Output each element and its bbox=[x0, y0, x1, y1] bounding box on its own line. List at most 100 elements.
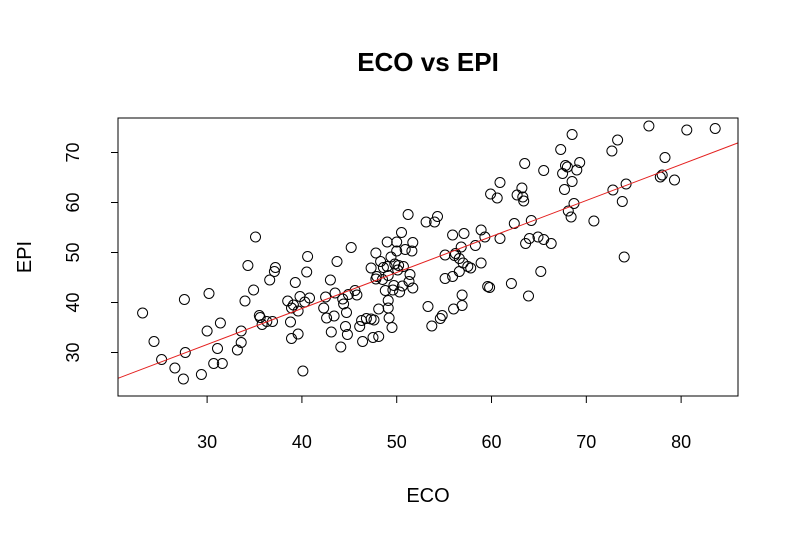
data-point bbox=[447, 229, 459, 241]
y-tick-label: 30 bbox=[63, 342, 83, 362]
data-point bbox=[386, 322, 398, 333]
data-point bbox=[555, 144, 567, 155]
data-point bbox=[373, 303, 385, 315]
data-point bbox=[357, 336, 369, 347]
data-point bbox=[354, 321, 366, 332]
y-tick-label: 40 bbox=[63, 292, 83, 312]
data-point bbox=[383, 312, 395, 324]
data-point bbox=[659, 152, 671, 163]
data-point bbox=[709, 123, 721, 134]
data-point bbox=[456, 300, 468, 311]
chart-title: ECO vs EPI bbox=[357, 47, 499, 77]
data-point bbox=[242, 260, 254, 271]
data-point bbox=[656, 169, 668, 181]
data-point bbox=[571, 164, 583, 176]
data-point bbox=[177, 373, 189, 385]
x-tick-label: 80 bbox=[671, 432, 691, 452]
data-point bbox=[382, 270, 394, 281]
data-point bbox=[432, 211, 443, 222]
data-point bbox=[394, 286, 406, 298]
y-tick-label: 60 bbox=[63, 192, 83, 212]
data-point bbox=[360, 313, 372, 324]
data-point bbox=[302, 251, 314, 262]
data-point bbox=[235, 325, 247, 337]
data-point bbox=[318, 302, 330, 314]
data-point bbox=[402, 209, 414, 220]
data-point bbox=[335, 341, 347, 353]
data-point bbox=[341, 307, 352, 318]
data-point bbox=[201, 325, 213, 337]
x-tick-label: 70 bbox=[576, 432, 596, 452]
data-point bbox=[525, 215, 537, 226]
data-point bbox=[505, 278, 517, 289]
data-point bbox=[321, 312, 333, 324]
data-point bbox=[345, 242, 357, 253]
data-point bbox=[565, 211, 577, 223]
data-point bbox=[388, 280, 400, 291]
data-point bbox=[137, 307, 149, 319]
data-point bbox=[396, 227, 407, 238]
data-point bbox=[588, 215, 600, 227]
data-point bbox=[381, 261, 393, 272]
data-point bbox=[261, 316, 273, 327]
data-point bbox=[367, 332, 379, 343]
data-point bbox=[365, 262, 377, 274]
data-point bbox=[669, 174, 680, 186]
data-point bbox=[328, 310, 340, 322]
data-point bbox=[391, 236, 403, 248]
data-point bbox=[407, 282, 419, 294]
x-tick-label: 60 bbox=[482, 432, 502, 452]
data-point bbox=[420, 216, 432, 228]
data-point bbox=[523, 290, 534, 302]
data-point bbox=[566, 176, 578, 187]
data-point bbox=[214, 317, 226, 329]
data-point bbox=[379, 285, 391, 296]
data-point bbox=[212, 343, 223, 354]
data-point bbox=[292, 305, 304, 317]
data-point bbox=[475, 224, 487, 236]
data-point bbox=[269, 262, 281, 273]
data-point bbox=[406, 245, 418, 257]
data-point bbox=[469, 240, 481, 251]
data-point bbox=[485, 188, 497, 200]
plot-frame bbox=[117, 117, 739, 397]
data-point bbox=[148, 336, 160, 347]
data-point bbox=[519, 158, 531, 169]
data-point bbox=[340, 321, 351, 332]
data-point bbox=[301, 266, 313, 278]
data-point bbox=[422, 301, 434, 312]
data-point bbox=[643, 120, 655, 132]
data-point bbox=[373, 331, 385, 342]
x-tick-label: 40 bbox=[292, 432, 312, 452]
data-point bbox=[179, 347, 191, 358]
x-axis: 30 40 50 60 70 80 bbox=[197, 395, 691, 452]
data-point bbox=[292, 328, 304, 340]
data-point bbox=[282, 295, 294, 307]
data-point bbox=[439, 273, 451, 284]
data-point bbox=[562, 205, 574, 217]
y-tick-label: 50 bbox=[63, 242, 83, 262]
data-point bbox=[494, 177, 506, 188]
data-point bbox=[491, 192, 503, 204]
data-point bbox=[371, 271, 383, 282]
data-point bbox=[612, 134, 624, 146]
data-point bbox=[518, 195, 530, 207]
data-point bbox=[368, 314, 380, 326]
data-point bbox=[538, 165, 550, 176]
y-axis-label: EPI bbox=[14, 241, 36, 273]
data-point bbox=[538, 234, 550, 245]
data-point bbox=[239, 295, 251, 307]
data-point bbox=[169, 362, 181, 374]
data-point bbox=[407, 237, 419, 248]
data-point bbox=[235, 337, 247, 348]
data-point bbox=[607, 184, 619, 196]
data-point bbox=[560, 160, 571, 171]
data-point bbox=[331, 256, 343, 267]
regression-line bbox=[117, 142, 739, 379]
data-point bbox=[297, 365, 309, 377]
data-point bbox=[559, 184, 570, 195]
data-point bbox=[399, 244, 411, 255]
data-point bbox=[381, 236, 393, 248]
data-point bbox=[436, 310, 448, 321]
